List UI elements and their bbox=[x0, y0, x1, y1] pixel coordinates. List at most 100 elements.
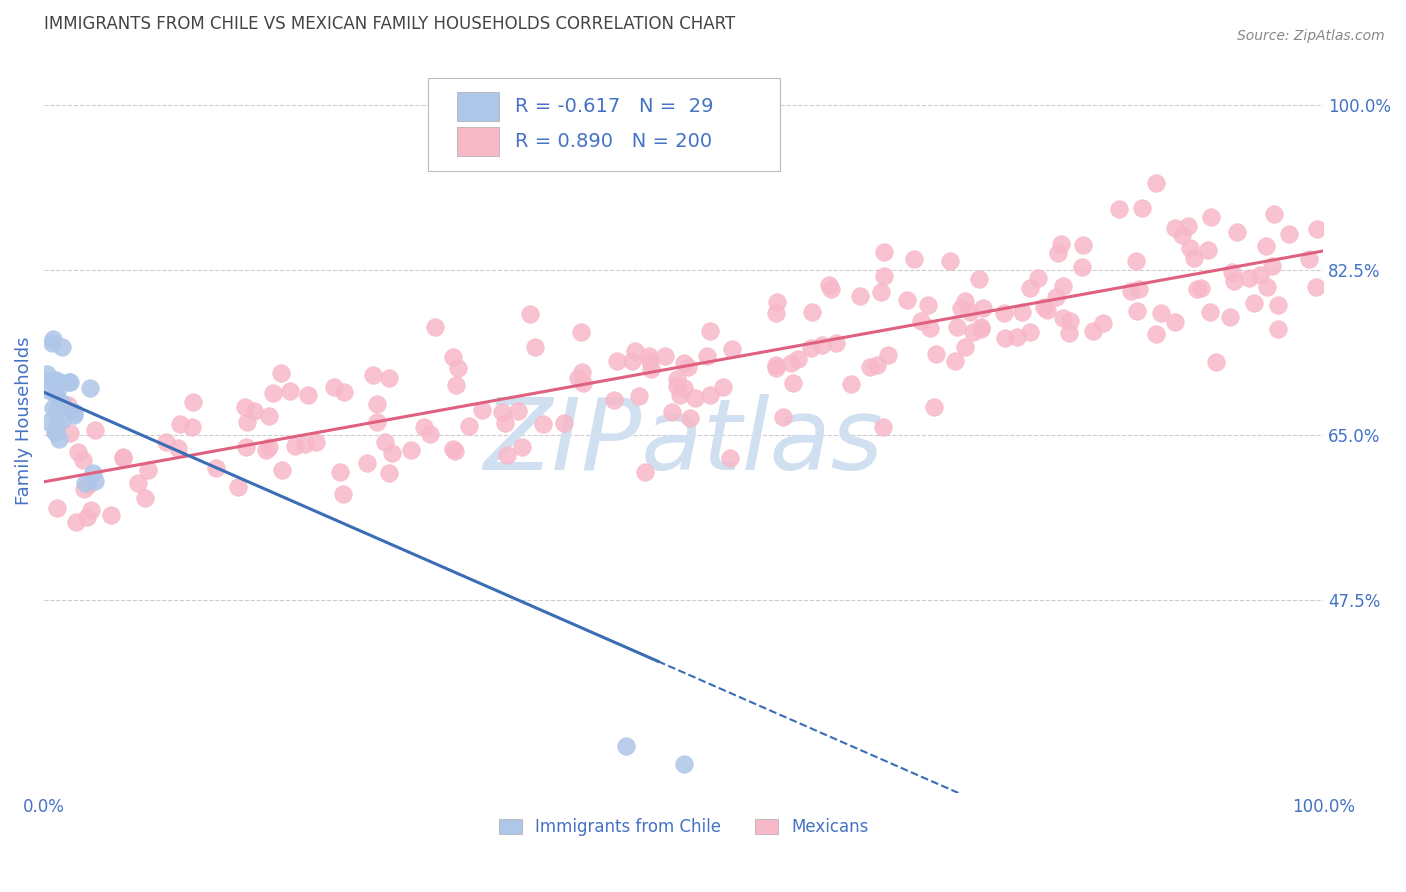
Point bbox=[356, 456, 378, 470]
Point bbox=[77, 477, 100, 491]
Point bbox=[654, 349, 676, 363]
Point bbox=[271, 463, 294, 477]
Point bbox=[496, 448, 519, 462]
Point bbox=[1237, 270, 1260, 285]
Point bbox=[772, 410, 794, 425]
Point bbox=[877, 348, 900, 362]
Point bbox=[765, 295, 787, 310]
Point bbox=[567, 371, 589, 385]
Point bbox=[970, 322, 993, 336]
Point bbox=[786, 351, 808, 366]
Point bbox=[510, 440, 533, 454]
Bar bbox=[457, 127, 499, 156]
Point bbox=[614, 739, 637, 753]
Point bbox=[848, 289, 870, 303]
Point bbox=[1150, 306, 1173, 320]
Point bbox=[1261, 259, 1284, 273]
Point bbox=[443, 444, 465, 458]
Point bbox=[378, 466, 401, 480]
Point bbox=[825, 336, 848, 351]
Point bbox=[918, 321, 941, 335]
Point bbox=[1125, 253, 1147, 268]
Point bbox=[1164, 315, 1187, 329]
Point bbox=[1180, 241, 1202, 255]
Point bbox=[38, 372, 60, 386]
Point bbox=[441, 350, 464, 364]
Point bbox=[366, 415, 388, 429]
Point bbox=[51, 396, 73, 410]
Point bbox=[1092, 317, 1115, 331]
Point bbox=[181, 395, 204, 409]
Point bbox=[665, 372, 688, 386]
Point bbox=[634, 465, 657, 479]
Point bbox=[1007, 329, 1029, 343]
Point bbox=[419, 427, 441, 442]
Point bbox=[1205, 354, 1227, 368]
Point bbox=[259, 440, 281, 454]
Point bbox=[953, 294, 976, 309]
Point bbox=[872, 420, 894, 434]
Point bbox=[257, 409, 280, 423]
Point bbox=[80, 503, 103, 517]
Point bbox=[1249, 268, 1271, 282]
Point bbox=[323, 380, 346, 394]
Point bbox=[58, 375, 80, 389]
Point bbox=[711, 379, 734, 393]
Point bbox=[381, 446, 404, 460]
Point bbox=[329, 465, 352, 479]
Point bbox=[718, 450, 741, 465]
Point bbox=[278, 384, 301, 399]
Point bbox=[967, 271, 990, 285]
Point bbox=[471, 403, 494, 417]
Point bbox=[943, 354, 966, 368]
Text: R = 0.890   N = 200: R = 0.890 N = 200 bbox=[515, 132, 711, 151]
Point bbox=[1256, 280, 1278, 294]
Point bbox=[41, 336, 63, 351]
Point bbox=[661, 405, 683, 419]
Point bbox=[1267, 321, 1289, 335]
Point bbox=[1163, 221, 1185, 235]
Point bbox=[1254, 239, 1277, 253]
Point bbox=[167, 441, 190, 455]
Point bbox=[873, 245, 896, 260]
Point bbox=[765, 361, 787, 376]
Point bbox=[782, 376, 804, 391]
Point bbox=[779, 356, 801, 370]
Point bbox=[73, 476, 96, 491]
Point bbox=[523, 339, 546, 353]
Point bbox=[1223, 274, 1246, 288]
Point bbox=[1126, 304, 1149, 318]
Point bbox=[1243, 296, 1265, 310]
Point bbox=[1019, 325, 1042, 339]
Point bbox=[970, 319, 993, 334]
Point bbox=[1171, 227, 1194, 242]
Point bbox=[73, 482, 96, 496]
Point bbox=[569, 325, 592, 339]
Y-axis label: Family Households: Family Households bbox=[15, 336, 32, 505]
Point bbox=[1199, 305, 1222, 319]
Point bbox=[44, 387, 66, 401]
Point bbox=[1226, 225, 1249, 239]
Point bbox=[1298, 252, 1320, 266]
Point bbox=[1185, 282, 1208, 296]
Point bbox=[112, 450, 135, 464]
Point bbox=[45, 373, 67, 387]
Point bbox=[205, 460, 228, 475]
Point bbox=[1033, 300, 1056, 314]
Point bbox=[458, 419, 481, 434]
Point bbox=[491, 405, 513, 419]
Point bbox=[235, 400, 257, 414]
Point bbox=[1019, 280, 1042, 294]
Point bbox=[765, 306, 787, 320]
Point bbox=[865, 358, 887, 372]
Text: Source: ZipAtlas.com: Source: ZipAtlas.com bbox=[1237, 29, 1385, 43]
Point bbox=[51, 412, 73, 426]
Point bbox=[910, 314, 932, 328]
Point bbox=[305, 435, 328, 450]
Point bbox=[1182, 252, 1205, 266]
Point bbox=[801, 304, 824, 318]
Point bbox=[72, 452, 94, 467]
Point bbox=[672, 757, 695, 772]
Point bbox=[235, 441, 257, 455]
Legend: Immigrants from Chile, Mexicans: Immigrants from Chile, Mexicans bbox=[499, 819, 869, 837]
